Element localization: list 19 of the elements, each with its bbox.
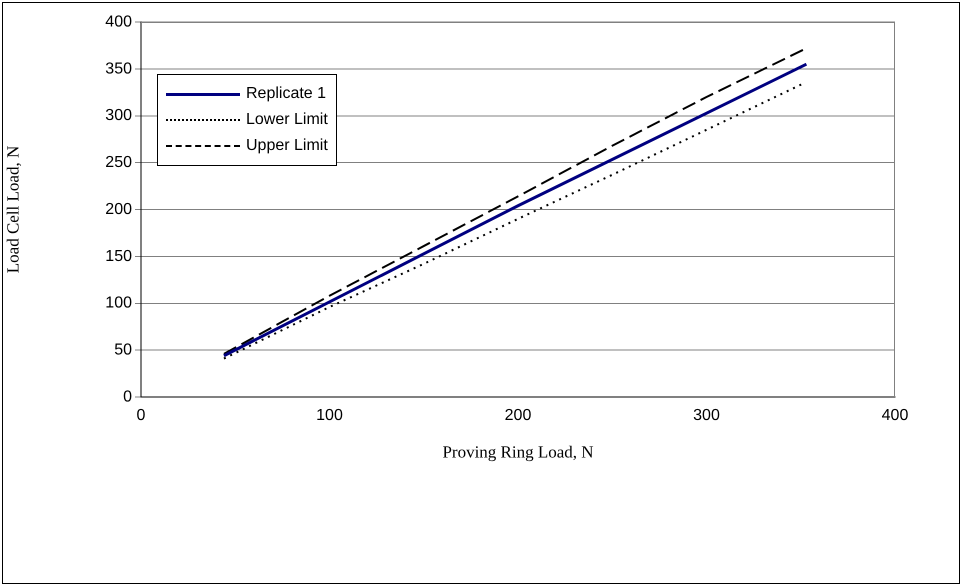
y-tick-label: 150 [105,248,132,265]
legend-label: Lower Limit [246,111,328,129]
y-tick-label: 50 [114,342,132,359]
x-tick-label: 0 [136,407,146,424]
x-axis-title: Proving Ring Load, N [442,442,594,462]
y-axis-title: Load Cell Load, N [4,146,23,274]
legend-label: Upper Limit [246,137,328,155]
y-tick-label: 300 [105,107,132,124]
y-tick-label: 200 [105,200,132,218]
y-tick-label: 100 [105,294,132,312]
y-tick-label: 0 [123,388,132,406]
x-tick-label: 200 [504,407,532,424]
legend-label: Replicate 1 [246,85,326,103]
x-tick-label: 100 [316,407,343,424]
y-tick-label: 400 [105,13,132,30]
x-tick-label: 400 [882,407,908,424]
x-tick-label: 300 [693,407,720,424]
y-tick-label: 350 [105,60,132,78]
y-tick-label: 250 [105,154,132,172]
